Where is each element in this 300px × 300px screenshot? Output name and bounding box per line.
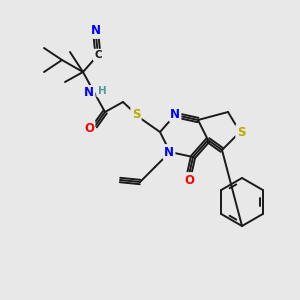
Text: N: N bbox=[84, 86, 94, 100]
Text: S: S bbox=[237, 125, 245, 139]
Text: O: O bbox=[84, 122, 94, 134]
Text: N: N bbox=[164, 146, 174, 158]
Text: S: S bbox=[132, 109, 140, 122]
Text: N: N bbox=[91, 25, 101, 38]
Text: H: H bbox=[98, 86, 106, 96]
Text: O: O bbox=[184, 173, 194, 187]
Text: N: N bbox=[170, 107, 180, 121]
Text: C: C bbox=[94, 50, 102, 60]
